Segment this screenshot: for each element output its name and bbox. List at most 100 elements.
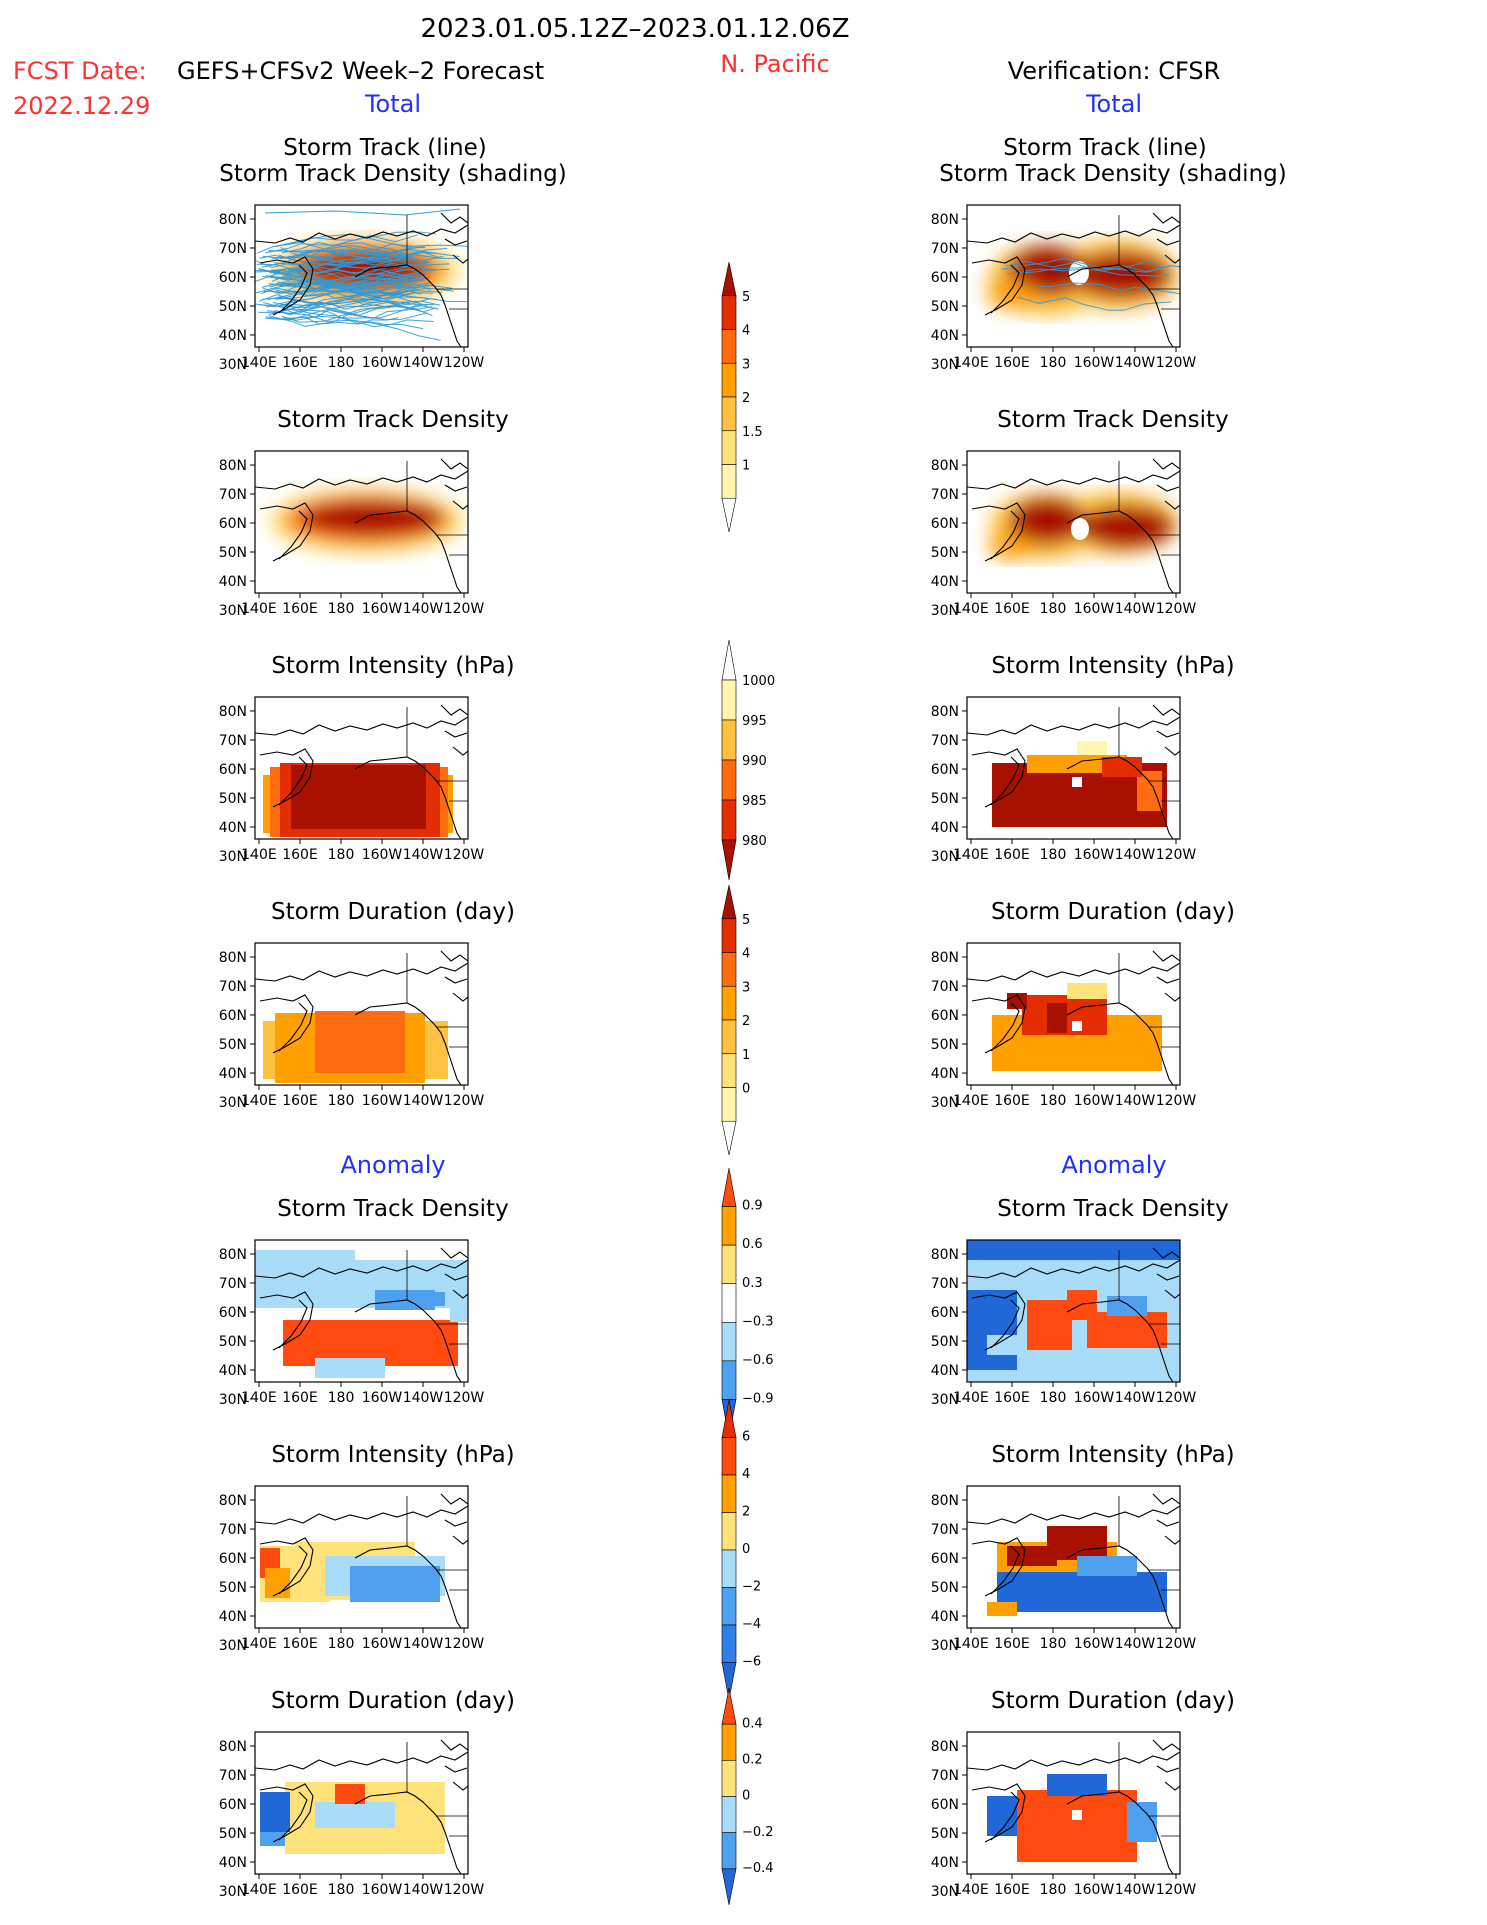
lon-label: 160E: [994, 1093, 1030, 1109]
lon-label: 140W: [1115, 601, 1156, 617]
coastline: [255, 1247, 468, 1382]
lat-label: 30N: [931, 1392, 959, 1408]
lat-label: 70N: [219, 1276, 247, 1292]
lat-label: 40N: [931, 574, 959, 590]
lon-label: 120W: [444, 601, 485, 617]
coastline: [967, 1739, 1180, 1874]
lat-label: 40N: [219, 1609, 247, 1625]
left-duration-anom-title: Storm Duration (day): [271, 1688, 515, 1714]
lon-label: 160W: [1074, 1636, 1115, 1652]
coastline: [255, 1493, 468, 1628]
lat-label: 30N: [931, 603, 959, 619]
lon-label: 120W: [444, 355, 485, 371]
lat-label: 80N: [219, 1247, 247, 1263]
lat-label: 60N: [931, 1551, 959, 1567]
lat-label: 30N: [219, 1095, 247, 1111]
lat-label: 80N: [931, 704, 959, 720]
colorbar-label: −0.2: [742, 1825, 774, 1840]
colorbar-label: 0: [742, 1789, 750, 1804]
lat-label: 70N: [931, 1522, 959, 1538]
lon-label: 120W: [1156, 1093, 1197, 1109]
lon-label: 160W: [362, 355, 403, 371]
colorbar-label: 0.6: [742, 1237, 763, 1252]
lat-label: 40N: [931, 328, 959, 344]
lat-label: 40N: [219, 1066, 247, 1082]
lon-label: 180: [1040, 1636, 1067, 1652]
right-intensity-anom-title: Storm Intensity (hPa): [991, 1442, 1234, 1468]
lon-label: 180: [328, 1882, 355, 1898]
lat-label: 40N: [931, 820, 959, 836]
colorbar-label: 3: [742, 357, 750, 372]
verification-label: Verification: CFSR: [1008, 57, 1221, 85]
lon-label: 120W: [1156, 847, 1197, 863]
lat-label: 80N: [219, 1739, 247, 1755]
region-title: N. Pacific: [720, 50, 830, 78]
lat-label: 50N: [219, 1037, 247, 1053]
colorbar-label: −0.4: [742, 1861, 774, 1876]
lat-label: 70N: [931, 733, 959, 749]
lat-label: 50N: [931, 1826, 959, 1842]
lon-label: 140E: [241, 1636, 277, 1652]
lon-label: 140W: [1115, 1636, 1156, 1652]
lat-label: 30N: [219, 357, 247, 373]
lon-label: 140W: [1115, 1093, 1156, 1109]
colorbar-label: 5: [742, 913, 750, 928]
coastline: [255, 212, 468, 347]
lon-label: 120W: [444, 1093, 485, 1109]
lat-label: 70N: [219, 487, 247, 503]
lat-label: 40N: [931, 1609, 959, 1625]
left-duration-title: Storm Duration (day): [271, 899, 515, 925]
colorbar-label: 4: [742, 1467, 750, 1482]
lat-label: 30N: [931, 1095, 959, 1111]
lat-label: 30N: [219, 1392, 247, 1408]
lat-label: 70N: [219, 1522, 247, 1538]
colorbar-label: 0.2: [742, 1753, 763, 1768]
lat-label: 50N: [931, 1037, 959, 1053]
coastline: [255, 950, 468, 1085]
lat-label: 40N: [219, 1855, 247, 1871]
colorbar-label: 4: [742, 947, 750, 962]
lon-label: 140W: [1115, 355, 1156, 371]
lat-label: 60N: [931, 1305, 959, 1321]
lat-label: 70N: [931, 1768, 959, 1784]
lat-label: 70N: [931, 1276, 959, 1292]
lon-label: 140E: [953, 1093, 989, 1109]
right-duration-anom-title: Storm Duration (day): [991, 1688, 1235, 1714]
lat-label: 40N: [219, 1363, 247, 1379]
anomaly-label-left: Anomaly: [340, 1151, 445, 1179]
right-track-title-1: Storm Track (line): [1003, 135, 1206, 161]
total-label-right: Total: [1085, 90, 1142, 118]
colorbar-label: 980: [742, 834, 767, 849]
lat-label: 80N: [931, 212, 959, 228]
lon-label: 180: [328, 847, 355, 863]
lat-label: 30N: [931, 357, 959, 373]
lon-label: 140E: [953, 1390, 989, 1406]
colorbar-label: 3: [742, 980, 750, 995]
lat-label: 80N: [219, 212, 247, 228]
lon-label: 160W: [1074, 1093, 1115, 1109]
period-title: 2023.01.05.12Z–2023.01.12.06Z: [420, 14, 849, 44]
lat-label: 60N: [219, 1551, 247, 1567]
lat-label: 50N: [219, 1334, 247, 1350]
lat-label: 30N: [931, 849, 959, 865]
lat-label: 80N: [931, 1493, 959, 1509]
lat-label: 80N: [931, 458, 959, 474]
lat-label: 40N: [219, 820, 247, 836]
colorbar-label: 985: [742, 794, 767, 809]
colorbar-label: −0.9: [742, 1392, 774, 1407]
lon-label: 140W: [403, 1093, 444, 1109]
lat-label: 70N: [931, 979, 959, 995]
lon-label: 140W: [403, 601, 444, 617]
lat-label: 30N: [219, 849, 247, 865]
colorbar-label: −0.6: [742, 1353, 774, 1368]
density-anomaly-colorbar: 0.9 0.6 0.3 −0.3 −0.6 −0.9: [721, 1167, 774, 1439]
lon-label: 160W: [1074, 1390, 1115, 1406]
lat-label: 60N: [219, 762, 247, 778]
coastline: [967, 1493, 1180, 1628]
lat-label: 50N: [219, 1580, 247, 1596]
left-density-title: Storm Track Density: [277, 407, 508, 433]
